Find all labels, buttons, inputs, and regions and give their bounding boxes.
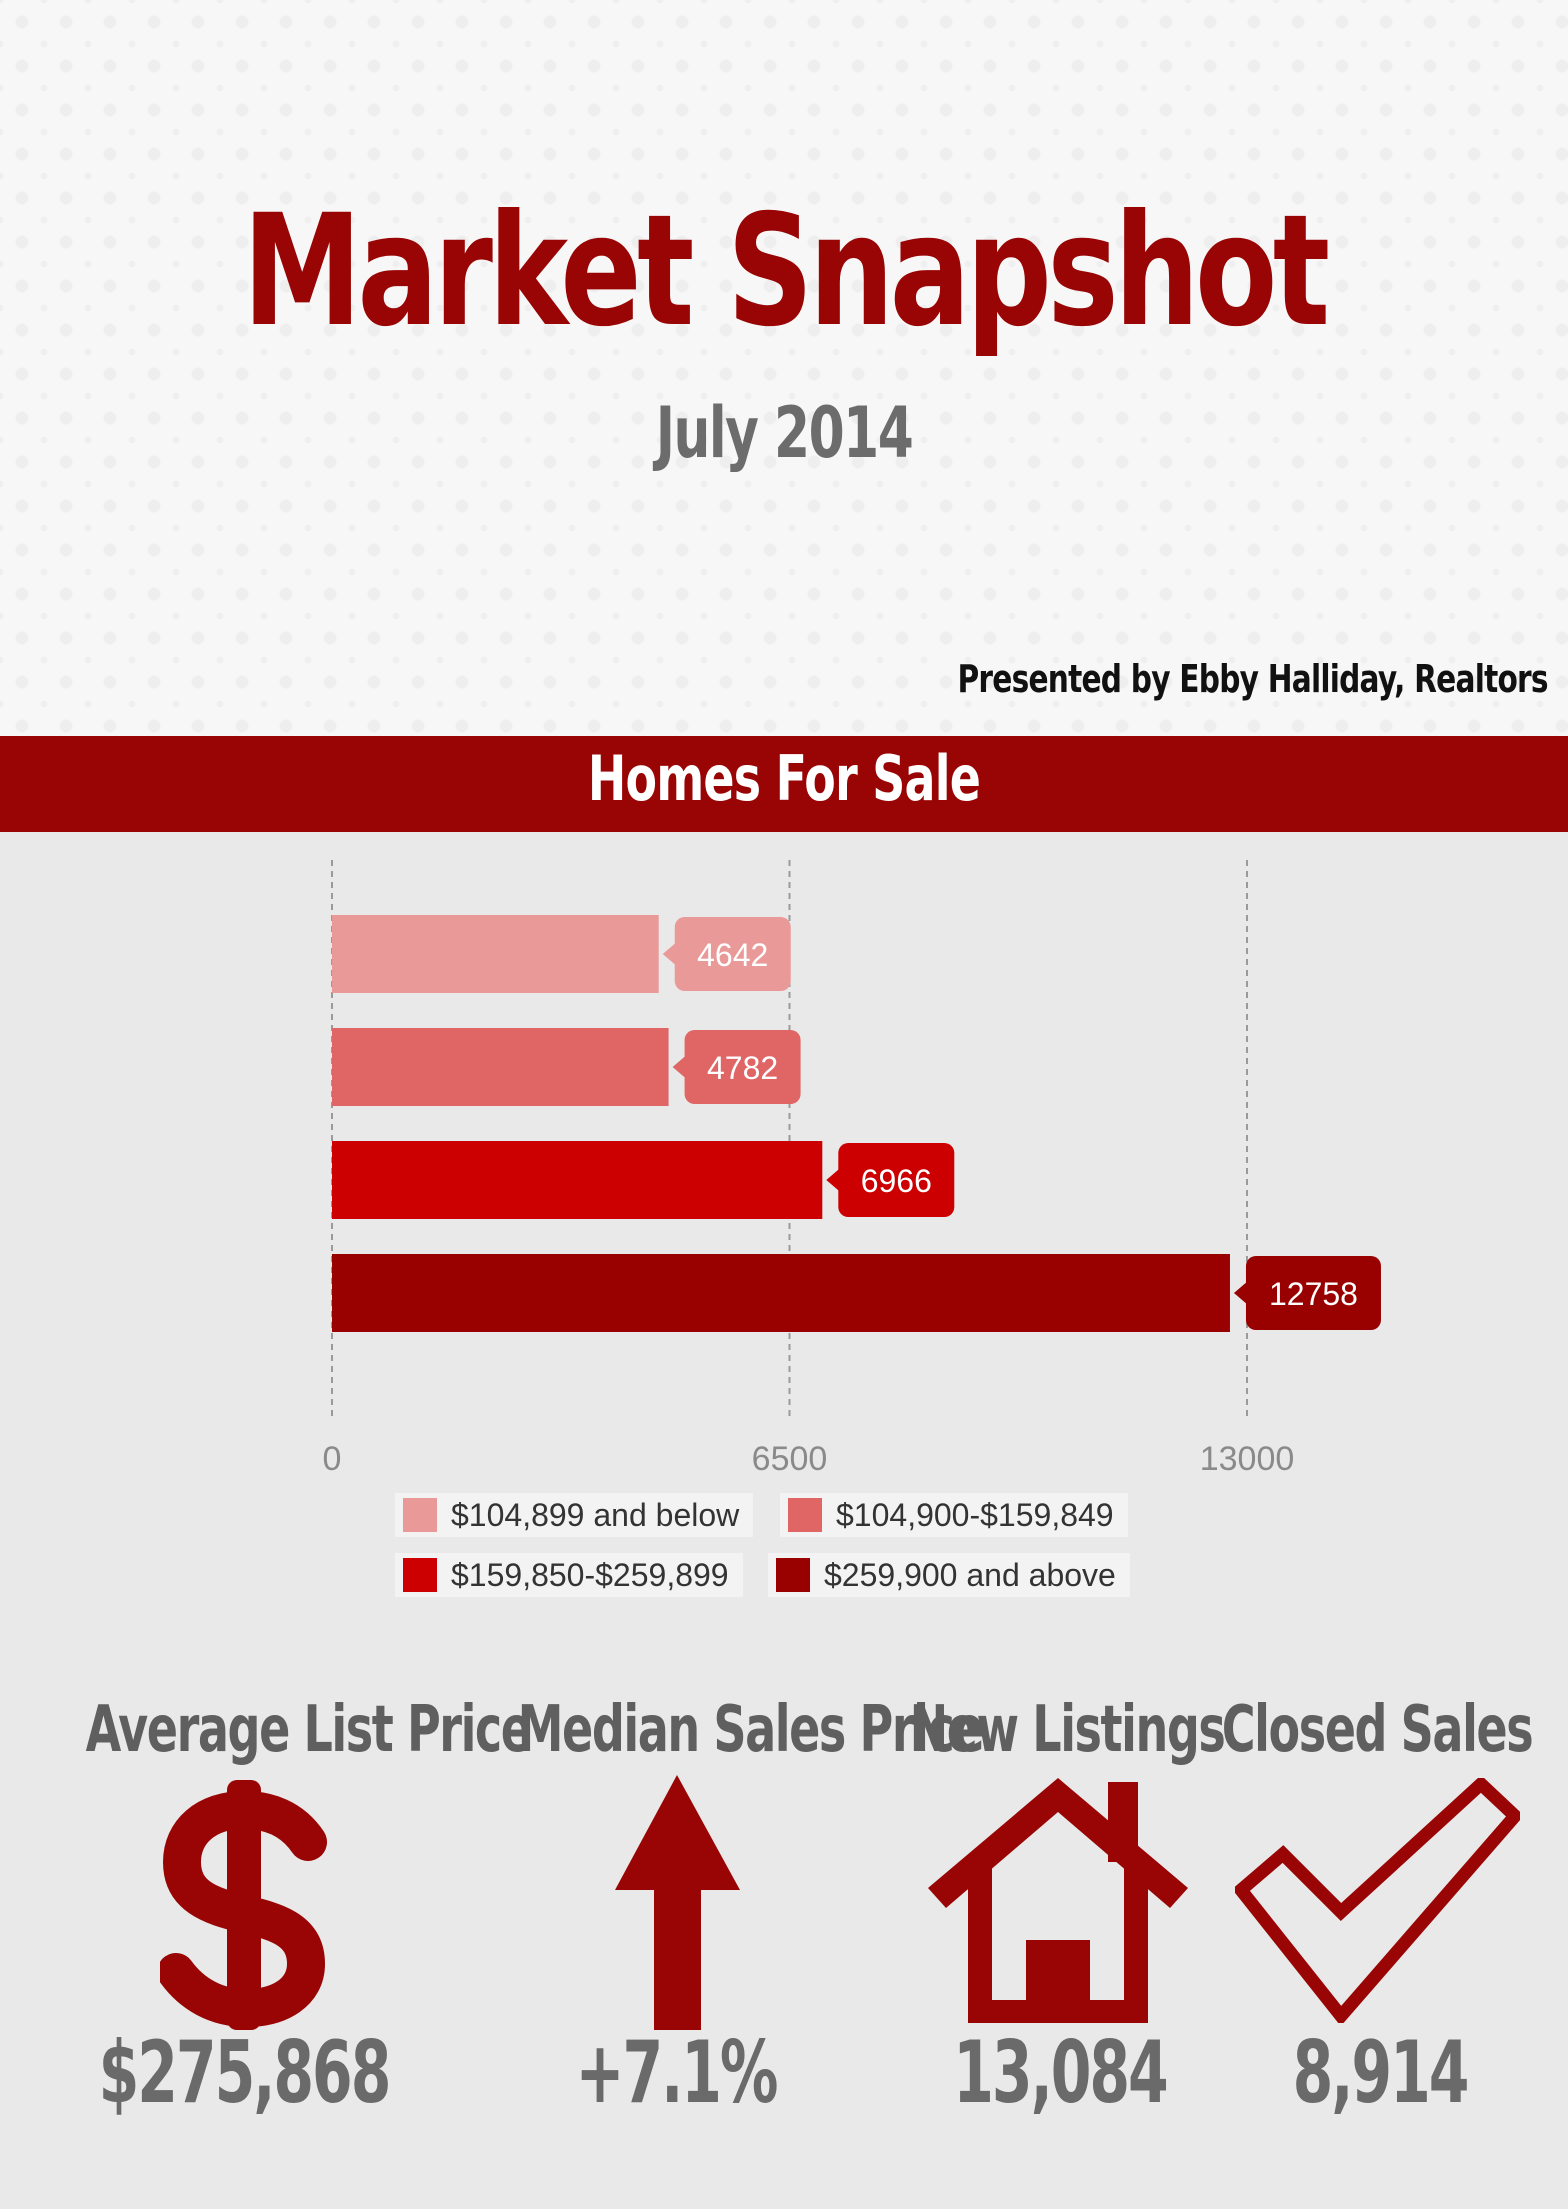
stat-value-closed-sales: 8,914	[1292, 2023, 1470, 2123]
legend-item: $259,900 and above	[768, 1553, 1130, 1597]
legend-swatch	[776, 1558, 810, 1592]
arrow-up-icon	[615, 1775, 740, 2030]
stat-label-new-listings: New Listings	[909, 1693, 1226, 1767]
data-label-pointer	[1233, 1281, 1248, 1305]
section-title: Homes For Sale	[587, 742, 981, 815]
legend-swatch	[788, 1498, 822, 1532]
page-subtitle: July 2014	[655, 392, 914, 474]
x-tick-label: 6500	[752, 1440, 828, 1478]
data-label: 12758	[1269, 1276, 1358, 1312]
bar	[332, 1028, 669, 1106]
bar	[332, 1254, 1230, 1332]
legend-label: $159,850-$259,899	[451, 1556, 729, 1593]
legend-item: $104,899 and below	[395, 1493, 754, 1537]
bar	[332, 1141, 823, 1219]
legend-label: $259,900 and above	[824, 1556, 1116, 1593]
x-tick-label: 0	[323, 1440, 342, 1478]
legend-item: $159,850-$259,899	[395, 1553, 743, 1597]
legend-swatch	[403, 1498, 437, 1532]
stat-label-average-list-price: Average List Price	[85, 1693, 532, 1767]
data-label: 6966	[861, 1163, 932, 1199]
data-label: 4782	[707, 1050, 778, 1086]
data-label-pointer	[662, 942, 677, 966]
dollar-icon	[160, 1780, 327, 2030]
page-title: Market Snapshot	[242, 182, 1330, 361]
house-icon	[928, 1778, 1188, 2023]
stat-value-new-listings: 13,084	[953, 2023, 1168, 2123]
data-label-box	[674, 917, 791, 991]
data-label-box	[1245, 1256, 1381, 1330]
stat-label-median-sales-price: Median Sales Price	[517, 1693, 985, 1767]
stat-label-closed-sales: Closed Sales	[1221, 1693, 1534, 1767]
data-label: 4642	[697, 937, 768, 973]
data-label-box	[838, 1143, 955, 1217]
stat-value-median-sales-price: +7.1%	[575, 2023, 778, 2123]
legend-swatch	[403, 1558, 437, 1592]
header-background	[0, 0, 1568, 736]
checkmark-icon	[1235, 1778, 1520, 2023]
legend-label: $104,900-$159,849	[836, 1496, 1114, 1533]
x-tick-label: 13000	[1200, 1440, 1295, 1478]
data-label-box	[684, 1030, 801, 1104]
bar	[332, 915, 659, 993]
data-label-pointer	[826, 1168, 841, 1192]
legend-label: $104,899 and below	[451, 1496, 740, 1533]
data-label-pointer	[672, 1055, 687, 1079]
presented-by: Presented by Ebby Halliday, Realtors	[957, 657, 1549, 701]
section-banner	[0, 736, 1568, 832]
legend-item: $104,900-$159,849	[780, 1493, 1128, 1537]
homes-for-sale-chart: 0 6500 13000 4642 4782 6966 12758	[323, 860, 1381, 1478]
stat-value-average-list-price: $275,868	[98, 2023, 392, 2123]
